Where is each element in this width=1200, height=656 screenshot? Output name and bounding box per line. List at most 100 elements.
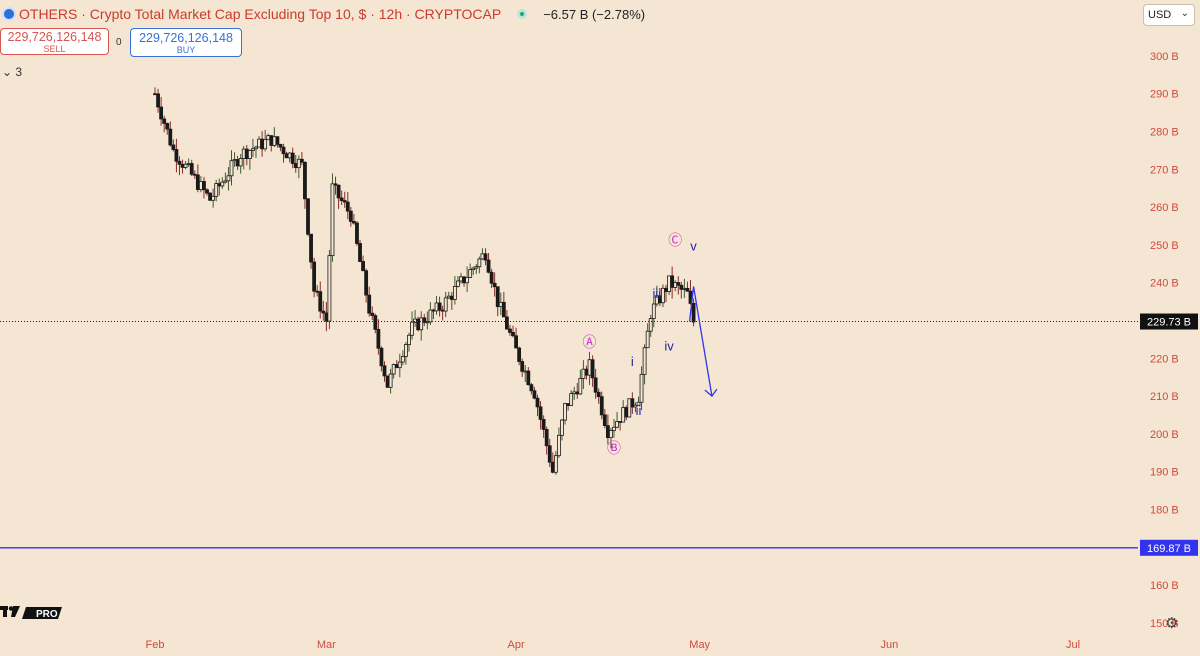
candle-body (355, 222, 359, 244)
candle-body (456, 280, 460, 287)
projection-arrow[interactable] (688, 286, 713, 397)
candle-body (670, 275, 675, 288)
candle-body (299, 158, 304, 163)
candle-body (459, 276, 463, 282)
indicators-toggle[interactable]: ⌄ 3 (2, 65, 22, 79)
candle-body (189, 163, 194, 175)
sell-price: 229,726,126,148 (7, 30, 102, 44)
candle-body (532, 390, 537, 399)
candle-body (153, 93, 157, 96)
candle-body (400, 356, 405, 363)
candle-body (220, 181, 225, 187)
candle-body (162, 118, 167, 124)
candle-body (676, 282, 681, 286)
candle-body (284, 153, 289, 159)
price-change: −6.57 B (−2.78%) (543, 6, 646, 22)
candle-body (345, 201, 350, 212)
candle-body (318, 291, 323, 312)
candle-body (315, 290, 320, 293)
candle-body (382, 365, 387, 377)
candle-body (364, 270, 369, 296)
wave-label[interactable]: i (631, 354, 634, 369)
candle-body (599, 396, 604, 416)
wave-label[interactable]: v (690, 239, 697, 254)
candle-body (330, 183, 335, 257)
candle-body (269, 135, 274, 146)
y-tick-label: 180 B (1150, 505, 1179, 517)
candle-body (195, 174, 200, 190)
candle-body (434, 302, 439, 312)
candle-body (584, 368, 589, 376)
wave-label[interactable]: iii (653, 286, 662, 301)
candle-body (373, 315, 378, 330)
candle-body (186, 163, 191, 165)
candle-body (376, 328, 381, 349)
x-tick-label: Mar (317, 639, 336, 651)
candle-body (208, 192, 212, 201)
symbol-icon[interactable] (2, 7, 16, 21)
candle-body (339, 197, 344, 201)
candle-body (449, 295, 454, 300)
projection-arrowhead (704, 388, 718, 398)
candle-body (281, 146, 286, 155)
candle-body (437, 302, 442, 311)
candle-body (171, 144, 176, 150)
wave-label[interactable]: Ⓑ (607, 440, 621, 456)
y-tick-label: 280 B (1150, 127, 1179, 139)
sell-button[interactable]: 229,726,126,148 SELL (0, 28, 109, 55)
settings-gear-icon[interactable]: ⚙ (1165, 615, 1179, 632)
chevron-down-icon: ⌄ (2, 65, 13, 79)
y-tick-label: 220 B (1150, 353, 1179, 365)
candle-body (257, 138, 261, 148)
candle-body (287, 152, 292, 159)
y-tick-label: 200 B (1150, 429, 1179, 441)
y-tick-label: 300 B (1150, 51, 1179, 63)
y-tick-label: 290 B (1150, 89, 1179, 101)
candle-body (235, 159, 240, 167)
buy-button[interactable]: 229,726,126,148 BUY (130, 28, 242, 57)
candle-body (232, 159, 237, 162)
candle-body (263, 139, 268, 150)
candle-body (560, 419, 564, 436)
candle-body (394, 364, 399, 369)
candle-body (251, 148, 255, 151)
wave-label[interactable]: Ⓒ (668, 232, 682, 248)
wave-label[interactable]: iv (664, 339, 674, 354)
candle-body (388, 373, 393, 388)
logo-text: PRO (36, 609, 58, 620)
candle-body (596, 391, 601, 398)
candle-body (416, 318, 421, 331)
candle-body (309, 233, 313, 263)
support-price-label: 169.87 B (1147, 543, 1191, 555)
candle-body (205, 189, 209, 194)
candle-body (290, 152, 295, 164)
candle-body (483, 253, 488, 261)
currency-select[interactable]: USD ⌄ (1143, 4, 1195, 26)
wave-label[interactable]: Ⓐ (583, 334, 597, 350)
wave-label[interactable]: ii (636, 403, 642, 418)
candle-body (581, 368, 586, 379)
y-tick-label: 270 B (1150, 164, 1179, 176)
candle-body (452, 286, 457, 300)
candle-body (664, 287, 668, 292)
candle-body (361, 261, 365, 272)
candle-body (563, 403, 567, 421)
candle-body (296, 158, 301, 169)
y-tick-label: 190 B (1150, 467, 1179, 479)
candle-body (489, 271, 494, 284)
candle-body (321, 310, 326, 314)
symbol-name[interactable]: OTHERS (19, 6, 78, 22)
candle-body (168, 128, 173, 146)
lines-group (0, 286, 1138, 549)
candle-body (260, 138, 265, 150)
y-tick-label: 250 B (1150, 240, 1179, 252)
candle-body (410, 321, 414, 336)
candle-body (544, 429, 549, 447)
candle-body (431, 309, 436, 312)
candle-body (465, 277, 470, 284)
candle-body (404, 344, 408, 357)
candle-body (174, 149, 179, 162)
candle-body (523, 370, 528, 373)
